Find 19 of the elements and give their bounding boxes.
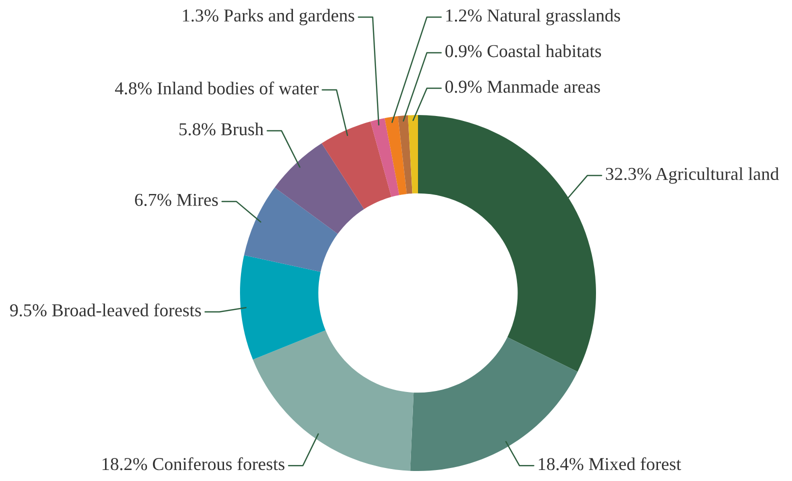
- donut-slice: [274, 143, 364, 234]
- donut-slice: [370, 118, 400, 197]
- donut-slice: [408, 115, 418, 194]
- slice-label: 5.8% Brush: [180, 122, 264, 136]
- donut-slice: [322, 121, 392, 210]
- slice-label: 1.2% Natural grasslands: [446, 8, 620, 26]
- donut-slice: [244, 187, 338, 272]
- slice-label: 9.5% Broad-leaved forests: [10, 303, 201, 316]
- donut-slice: [398, 115, 412, 194]
- slice-label: 32.3% Agricultural land: [606, 167, 779, 184]
- donut-slice: [240, 255, 326, 360]
- slice-label: 0.9% Coastal habitats: [445, 44, 601, 58]
- donut-slice: [384, 116, 407, 196]
- slice-label: 6.7% Mires: [135, 194, 218, 206]
- slice-label: 0.9% Manmade areas: [445, 80, 600, 93]
- slice-label: 4.8% Inland bodies of water: [115, 82, 319, 95]
- slice-label: 18.2% Coniferous forests: [102, 457, 284, 470]
- slice-label: 1.3% Parks and gardens: [182, 8, 354, 26]
- slice-label: 18.4% Mixed forest: [538, 457, 682, 470]
